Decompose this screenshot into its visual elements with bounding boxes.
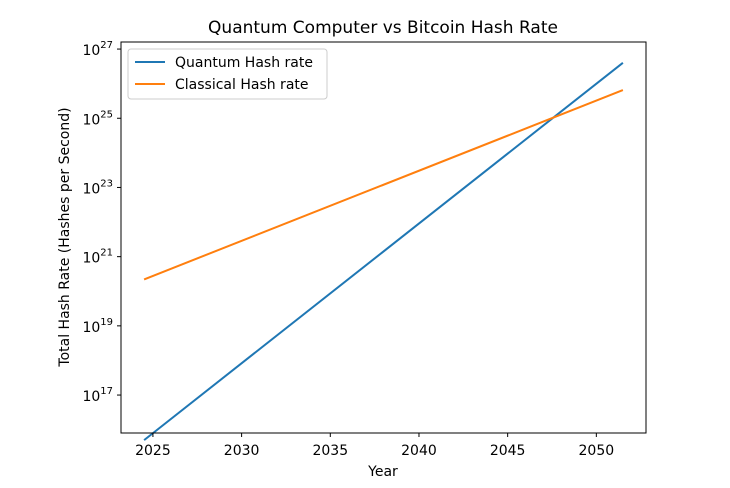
x-tick-label-4: 2045 xyxy=(490,443,526,459)
y-tick-label-4: 1025 xyxy=(82,109,113,128)
series-line-1 xyxy=(143,89,624,281)
y-tick-label-5: 1027 xyxy=(82,40,113,59)
plot-frame xyxy=(120,41,647,434)
y-tick-label-3: 1023 xyxy=(82,178,113,197)
legend: Quantum Hash rate Classical Hash rate xyxy=(127,48,328,100)
x-tick-label-1: 2030 xyxy=(224,443,260,459)
legend-label-0: Quantum Hash rate xyxy=(175,55,313,71)
y-tick-label-0: 1017 xyxy=(82,386,113,405)
x-tick-label-2: 2035 xyxy=(312,443,348,459)
y-tick-label-2: 1021 xyxy=(82,248,113,267)
x-axis: 2025 2030 2035 2040 2045 2050 xyxy=(135,433,614,459)
legend-label-1: Classical Hash rate xyxy=(175,77,309,93)
chart-title: Quantum Computer vs Bitcoin Hash Rate xyxy=(208,18,558,38)
series-line-0 xyxy=(143,62,624,441)
y-axis: 1017 1019 1021 1023 1025 1027 xyxy=(82,40,121,405)
x-tick-label-5: 2050 xyxy=(579,443,615,459)
x-axis-label: Year xyxy=(367,464,398,480)
x-tick-label-0: 2025 xyxy=(135,443,171,459)
plot-marks xyxy=(143,62,624,441)
y-axis-label: Total Hash Rate (Hashes per Second) xyxy=(57,107,73,367)
y-tick-label-1: 1019 xyxy=(82,317,113,336)
legend-box xyxy=(127,48,328,100)
x-tick-label-3: 2040 xyxy=(401,443,437,459)
